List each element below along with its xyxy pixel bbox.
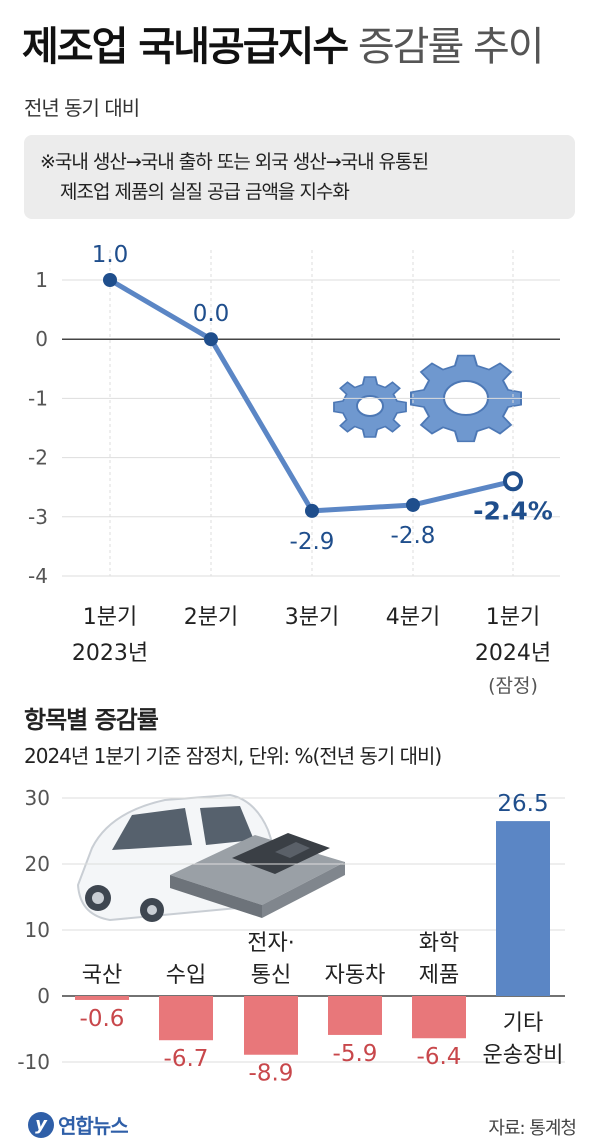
x-tick-label: 2023년 xyxy=(72,641,148,666)
category-label: 운송장비 xyxy=(483,1043,564,1068)
yonhap-logo-icon: y xyxy=(28,1111,54,1138)
x-note-label: (잠정) xyxy=(488,675,538,697)
y-tick-label: -4 xyxy=(28,564,48,588)
bar xyxy=(244,996,298,1055)
title-bold: 제조업 국내공급지수 xyxy=(22,24,349,70)
y-tick-label: -10 xyxy=(17,1050,50,1074)
logo-text: 연합뉴스 xyxy=(58,1114,129,1138)
x-tick-label: 4분기 xyxy=(386,605,440,630)
line-chart: 1 0 -1 -2 -3 -4 1.0 0.0 -2.9 -2.8 -2.4% 1분기 2023년 2분기… xyxy=(28,242,560,697)
data-label: 0.0 xyxy=(193,301,230,327)
category-label: 전자· xyxy=(247,931,294,956)
category-label: 국산 xyxy=(82,963,122,988)
data-label: 1.0 xyxy=(92,242,129,268)
data-label: -0.6 xyxy=(80,1006,125,1032)
title-light: 증감률 추이 xyxy=(347,24,545,70)
data-label: -2.4% xyxy=(473,496,553,525)
bar xyxy=(328,996,382,1035)
y-tick-label: 1 xyxy=(35,268,48,292)
bar xyxy=(412,996,466,1039)
x-tick-label: 3분기 xyxy=(285,605,339,630)
section-subtitle: 2024년 1분기 기준 잠정치, 단위: %(전년 동기 대비) xyxy=(24,744,442,768)
page-title: 제조업 국내공급지수 증감률 추이 xyxy=(22,14,545,72)
source-text: 자료: 통계청 xyxy=(488,1118,577,1139)
data-label: -2.9 xyxy=(290,529,335,555)
category-label: 통신 xyxy=(251,963,291,988)
y-tick-label: 10 xyxy=(25,918,50,942)
data-label: -6.4 xyxy=(417,1044,462,1070)
category-label: 자동차 xyxy=(325,963,386,988)
data-label: -2.8 xyxy=(391,523,436,549)
data-label: -6.7 xyxy=(164,1046,209,1072)
page-subtitle: 전년 동기 대비 xyxy=(24,96,140,120)
category-label: 기타 xyxy=(503,1011,543,1036)
category-label: 화학 xyxy=(419,931,459,956)
car-icon xyxy=(76,793,280,922)
gear-icon xyxy=(333,376,407,438)
data-point xyxy=(406,497,420,512)
x-tick-label: 1분기 xyxy=(83,605,137,630)
y-tick-label: 0 xyxy=(35,327,48,351)
bar-chart: 30 20 10 0 -10 -0.6 국산 -6.7 수입 -8.9 전자· 통신 -5.9 자동차 -6… xyxy=(17,786,565,1087)
bar xyxy=(496,821,550,996)
note-line-1: ※국내 생산→국내 출하 또는 외국 생산→국내 유통된 xyxy=(40,151,429,173)
yonhap-logo: y 연합뉴스 xyxy=(28,1110,129,1139)
bar xyxy=(75,996,129,1000)
x-tick-label: 2분기 xyxy=(184,605,238,630)
y-tick-label: -2 xyxy=(28,446,48,470)
data-point xyxy=(103,273,117,287)
y-tick-label: -1 xyxy=(28,386,48,410)
y-tick-label: 20 xyxy=(25,852,50,876)
section-title: 항목별 증감률 xyxy=(24,706,159,734)
data-label: -5.9 xyxy=(333,1041,378,1067)
data-label: -8.9 xyxy=(249,1061,294,1087)
data-point xyxy=(204,332,218,347)
x-tick-label: 1분기 xyxy=(486,605,540,630)
data-label: 26.5 xyxy=(497,791,548,817)
x-tick-label: 2024년 xyxy=(475,641,551,666)
category-label: 수입 xyxy=(166,963,206,988)
data-point xyxy=(305,503,319,518)
bar xyxy=(159,996,213,1041)
category-label: 제품 xyxy=(419,963,459,988)
note-box: ※국내 생산→국내 출하 또는 외국 생산→국내 유통된 제조업 제품의 실질 … xyxy=(24,135,575,219)
y-tick-label: 0 xyxy=(37,984,50,1008)
y-tick-label: 30 xyxy=(25,786,50,810)
data-point xyxy=(503,471,523,492)
note-line-2: 제조업 제품의 실질 공급 금액을 지수화 xyxy=(60,181,350,203)
y-tick-label: -3 xyxy=(28,505,48,529)
